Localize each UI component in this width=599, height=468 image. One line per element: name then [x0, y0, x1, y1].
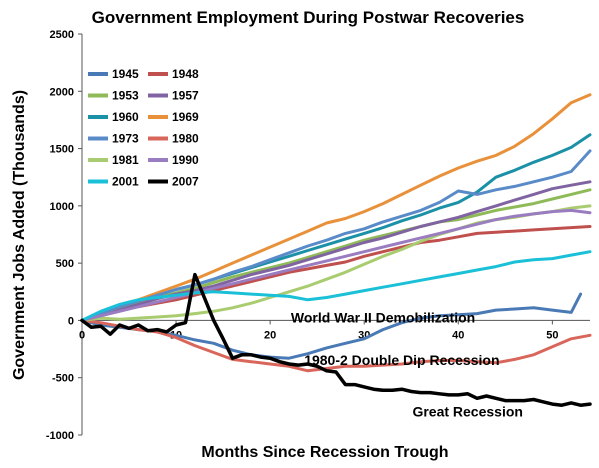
y-tick-label: 500 [56, 258, 74, 270]
legend-label-1973: 1973 [112, 132, 139, 146]
y-tick-label: -500 [52, 373, 74, 385]
series-line-1990 [80, 208, 592, 322]
annotation-label: World War II Demobilization [291, 310, 475, 326]
y-tick-label: -1000 [46, 430, 74, 442]
legend-label-2001: 2001 [112, 175, 139, 189]
series-line-1948 [80, 225, 592, 322]
legend-label-1957: 1957 [172, 89, 199, 103]
x-axis-label: Months Since Recession Trough [201, 444, 448, 461]
legend-label-1981: 1981 [112, 153, 139, 167]
legend-label-1969: 1969 [172, 110, 199, 124]
series-line-2001 [80, 250, 592, 322]
x-tick-label: 40 [452, 329, 464, 341]
series-layer [80, 93, 592, 407]
y-axis-label: Government Jobs Added (Thousands) [11, 90, 28, 380]
annotation-label: Great Recession [412, 404, 523, 420]
legend-label-1948: 1948 [172, 67, 199, 81]
series-line-2007 [80, 272, 592, 407]
y-tick-label: 1500 [50, 144, 74, 156]
x-tick-label: 0 [79, 329, 85, 341]
legend: 1945 1948 1953 1957 1960 1969 1973 1980 1981 1990… [88, 67, 199, 189]
series-line-1957 [80, 180, 592, 322]
legend-label-1960: 1960 [112, 110, 139, 124]
series-line-1980 [80, 318, 592, 373]
legend-label-1945: 1945 [112, 67, 139, 81]
legend-label-1953: 1953 [112, 89, 139, 103]
annotation-label: 1980-2 Double Dip Recession [304, 352, 499, 368]
legend-label-2007: 2007 [172, 175, 199, 189]
y-tick-label: 1000 [50, 201, 74, 213]
y-tick-label: 2500 [50, 29, 74, 41]
series-line-1973 [80, 149, 592, 322]
legend-label-1990: 1990 [172, 153, 199, 167]
chart-title: Government Employment During Postwar Rec… [92, 8, 525, 27]
series-line-1969 [80, 93, 592, 322]
annotation-layer: World War II Demobilization 1980-2 Double… [291, 310, 523, 420]
y-tick-label: 0 [68, 315, 74, 327]
x-tick-label: 50 [546, 329, 558, 341]
y-tick-label: 2000 [50, 86, 74, 98]
x-tick-label: 20 [264, 329, 276, 341]
legend-label-1980: 1980 [172, 132, 199, 146]
